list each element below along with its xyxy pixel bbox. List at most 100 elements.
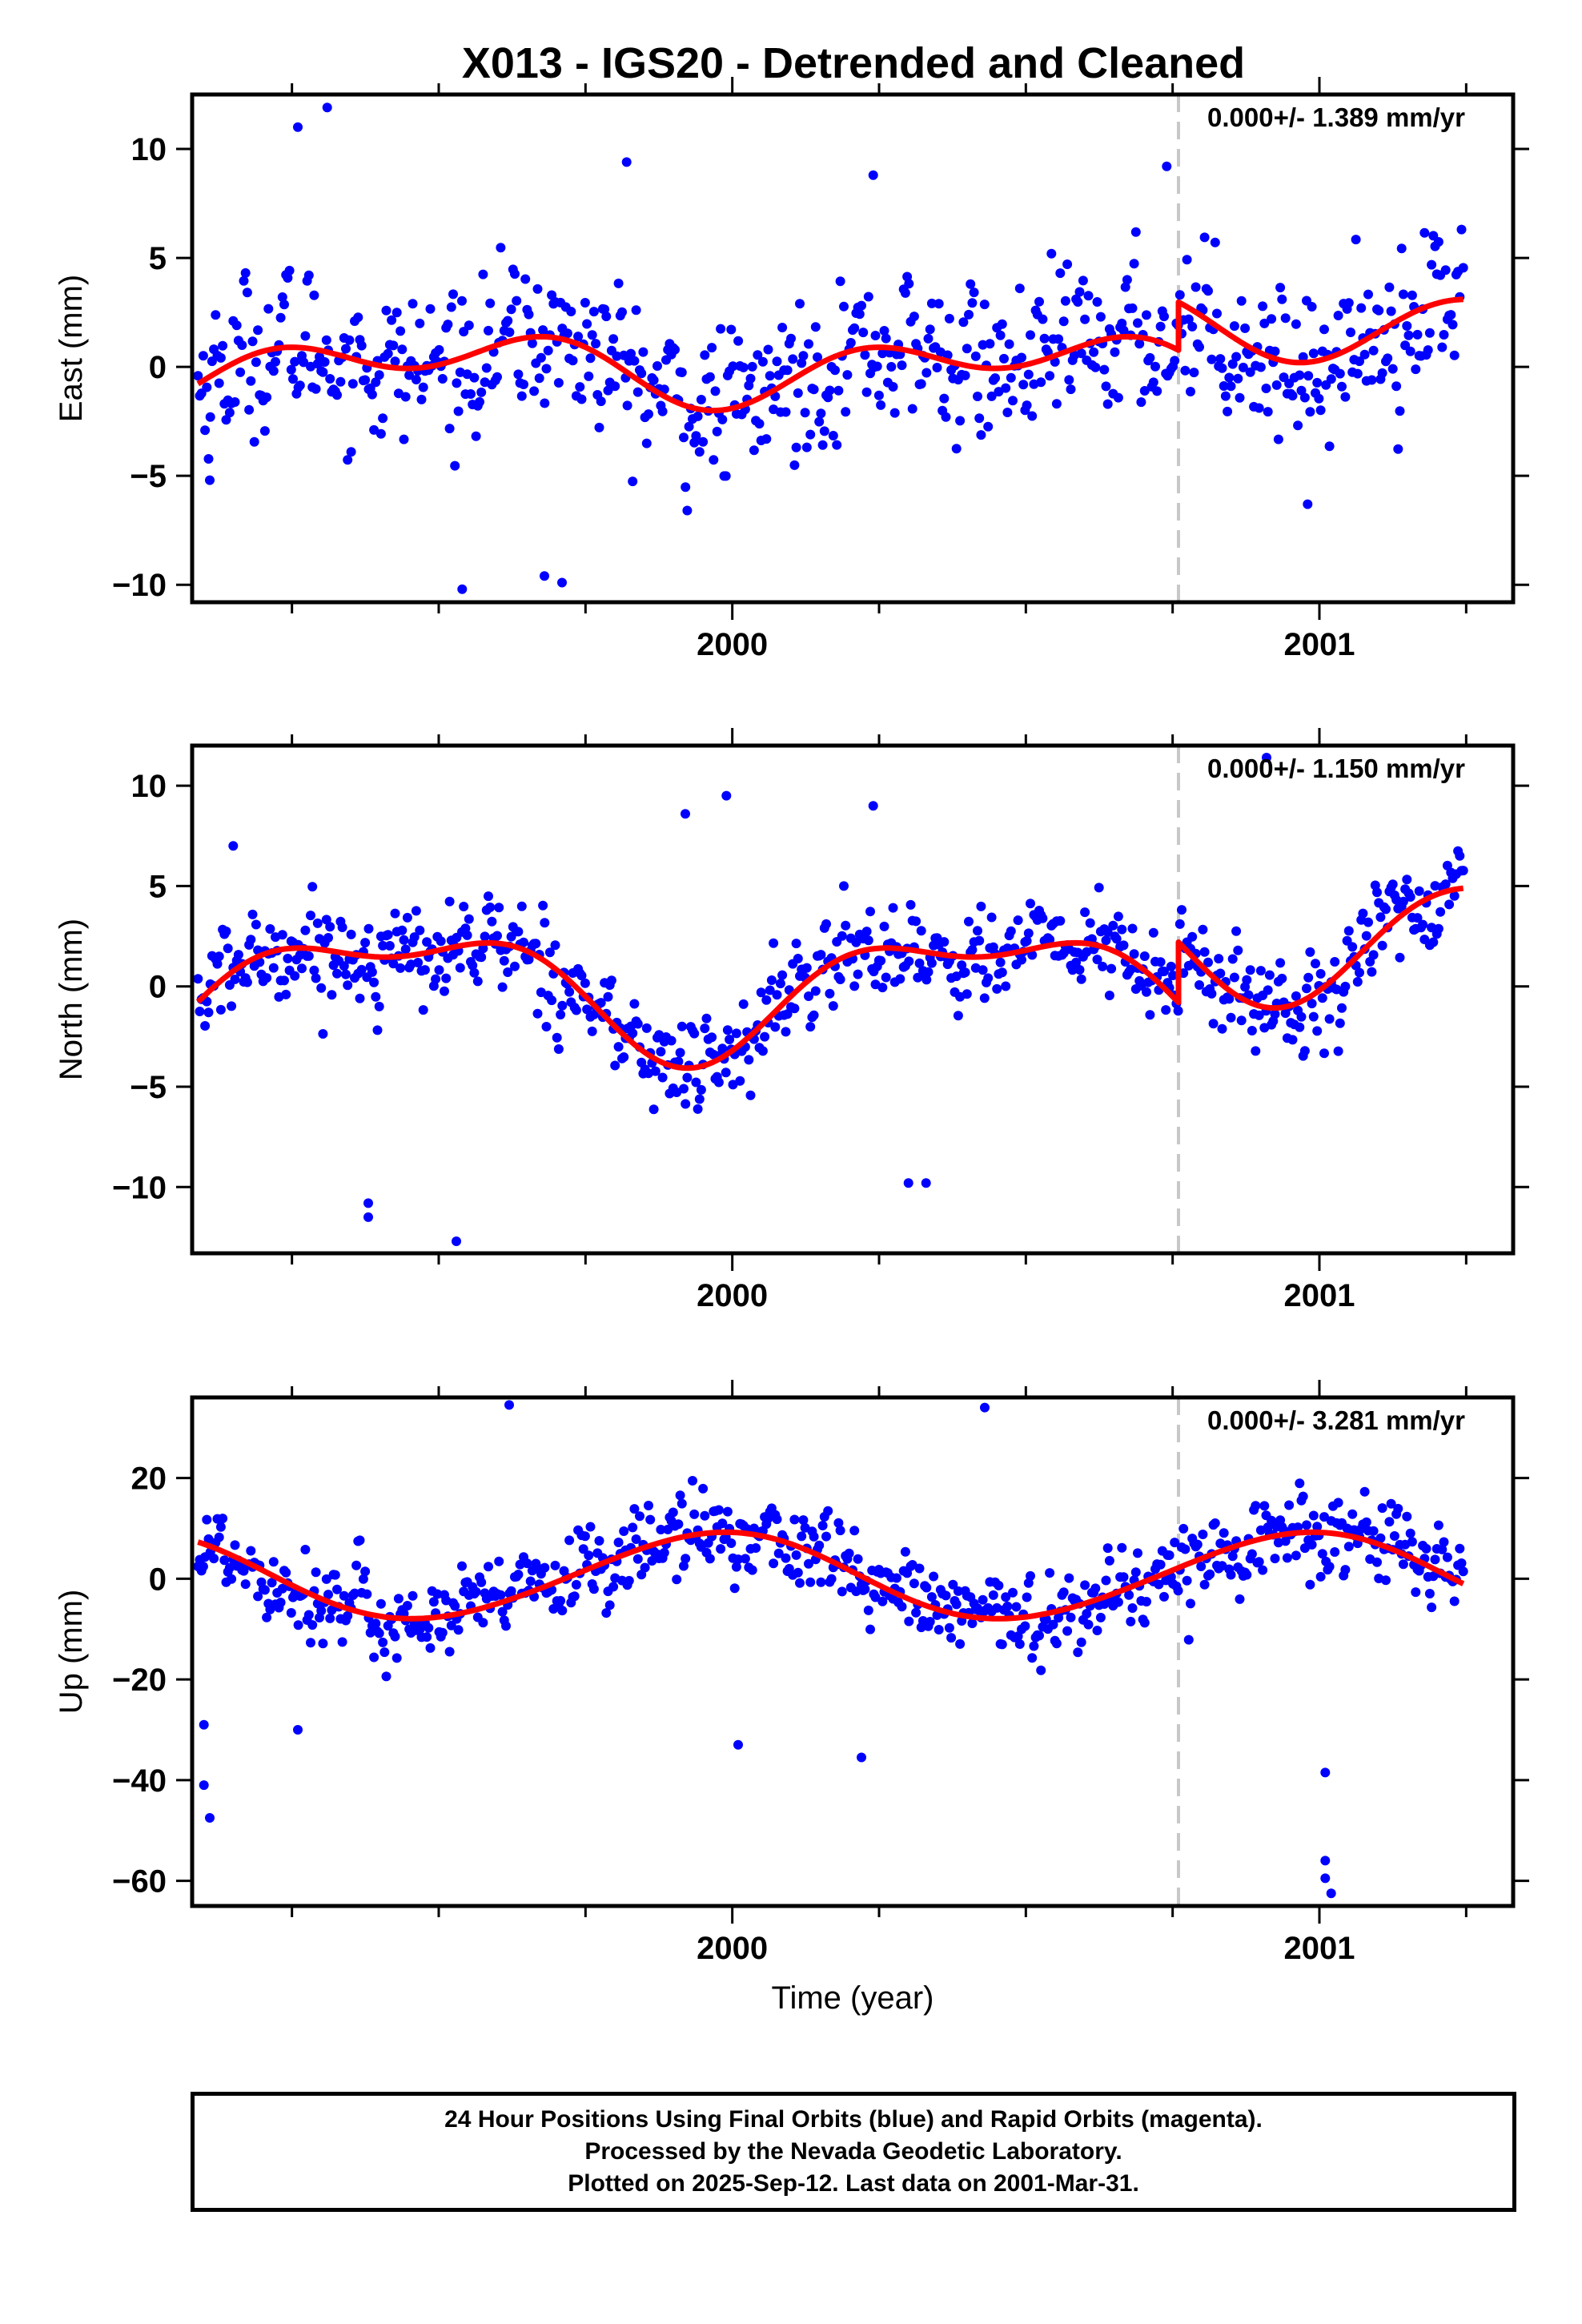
data-point bbox=[705, 372, 715, 382]
data-points bbox=[193, 1400, 1468, 1899]
data-point bbox=[677, 1498, 687, 1509]
data-point bbox=[360, 1566, 371, 1577]
data-point bbox=[211, 310, 221, 320]
data-point bbox=[964, 309, 974, 320]
data-point bbox=[540, 1562, 550, 1573]
data-point bbox=[411, 906, 421, 916]
data-point bbox=[679, 1084, 689, 1094]
data-point bbox=[863, 1605, 873, 1615]
data-point bbox=[1440, 879, 1451, 890]
data-point bbox=[323, 933, 333, 943]
data-point bbox=[525, 1576, 536, 1586]
data-point bbox=[1129, 259, 1139, 269]
data-point bbox=[1393, 1503, 1403, 1514]
data-point bbox=[562, 328, 572, 339]
data-point bbox=[974, 935, 985, 946]
data-point bbox=[1377, 368, 1387, 378]
data-point bbox=[817, 440, 828, 450]
data-point bbox=[1064, 375, 1074, 385]
data-point bbox=[332, 968, 342, 979]
data-point bbox=[1312, 1522, 1323, 1532]
data-point bbox=[983, 421, 994, 432]
data-point bbox=[1098, 961, 1108, 971]
data-point bbox=[383, 348, 393, 359]
data-point bbox=[1254, 403, 1264, 413]
data-point bbox=[603, 385, 613, 396]
data-point bbox=[1247, 1026, 1257, 1035]
data-point bbox=[568, 356, 578, 366]
data-point bbox=[684, 421, 694, 432]
data-point bbox=[613, 1042, 624, 1052]
data-point bbox=[826, 1574, 837, 1584]
data-point bbox=[728, 1080, 738, 1090]
data-point bbox=[422, 1632, 432, 1642]
data-point bbox=[772, 356, 782, 367]
data-point bbox=[416, 394, 427, 404]
data-point bbox=[371, 991, 381, 1002]
data-point bbox=[1347, 942, 1358, 952]
data-point bbox=[677, 368, 687, 377]
data-point bbox=[244, 404, 255, 415]
data-point bbox=[346, 447, 356, 457]
data-point bbox=[1295, 1022, 1305, 1032]
data-point bbox=[921, 1178, 931, 1188]
data-point bbox=[1001, 981, 1011, 991]
data-point bbox=[1027, 411, 1038, 421]
data-point bbox=[1006, 372, 1016, 383]
data-point bbox=[1340, 981, 1351, 991]
x-axis-label: Time (year) bbox=[772, 1980, 934, 2016]
data-point bbox=[198, 1562, 208, 1572]
data-point bbox=[1008, 1587, 1018, 1598]
data-point bbox=[504, 327, 515, 337]
data-point bbox=[801, 963, 812, 973]
data-point bbox=[726, 324, 737, 335]
data-point bbox=[325, 1613, 335, 1623]
data-point bbox=[967, 1618, 978, 1629]
data-point bbox=[1236, 296, 1247, 306]
data-point bbox=[466, 389, 476, 399]
data-point bbox=[335, 376, 346, 387]
data-point bbox=[1270, 1554, 1280, 1564]
data-point bbox=[1034, 296, 1044, 307]
data-point bbox=[725, 1035, 735, 1044]
data-point bbox=[1073, 297, 1083, 307]
data-point bbox=[519, 937, 528, 947]
data-point bbox=[1101, 935, 1111, 946]
data-point bbox=[275, 312, 286, 323]
data-point bbox=[782, 1009, 793, 1019]
data-point bbox=[306, 1638, 315, 1648]
data-point bbox=[457, 296, 467, 306]
data-point bbox=[973, 392, 982, 401]
data-point bbox=[318, 1638, 328, 1649]
data-point bbox=[393, 1594, 404, 1604]
data-point bbox=[1298, 1491, 1308, 1502]
data-point bbox=[889, 408, 900, 418]
data-point bbox=[1064, 1573, 1074, 1583]
data-point bbox=[842, 370, 853, 380]
data-point bbox=[1174, 919, 1185, 929]
data-point bbox=[1315, 405, 1326, 416]
data-point bbox=[782, 365, 793, 376]
data-point bbox=[1254, 1557, 1264, 1567]
data-point bbox=[369, 1652, 379, 1663]
data-point bbox=[1178, 1523, 1189, 1534]
data-point bbox=[557, 577, 567, 588]
data-point bbox=[1205, 1569, 1215, 1579]
data-point bbox=[1303, 371, 1314, 381]
data-point bbox=[805, 1577, 816, 1587]
data-point bbox=[1118, 940, 1129, 951]
data-point bbox=[1090, 1583, 1101, 1594]
data-point bbox=[571, 1005, 581, 1015]
data-point bbox=[841, 407, 851, 417]
data-point bbox=[705, 1554, 715, 1564]
data-point bbox=[1227, 1551, 1238, 1562]
data-point bbox=[1258, 1565, 1268, 1575]
data-point bbox=[1319, 1512, 1329, 1522]
data-point bbox=[327, 990, 337, 1000]
data-point bbox=[876, 955, 886, 966]
data-point bbox=[1001, 383, 1011, 393]
data-point bbox=[1183, 1634, 1194, 1645]
data-point bbox=[1215, 354, 1226, 364]
data-point bbox=[777, 323, 788, 332]
